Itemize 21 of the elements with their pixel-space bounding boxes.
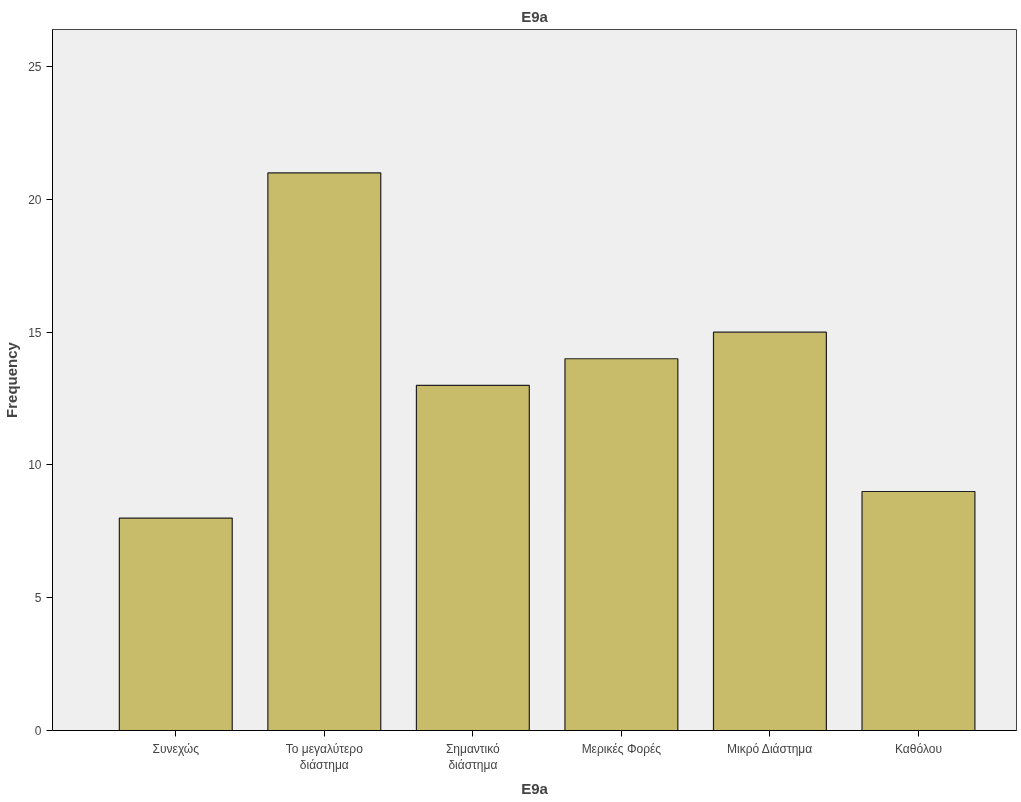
x-tick-label: Σημαντικό διάστημα xyxy=(445,741,501,773)
x-tick-label: Συνεχώς xyxy=(152,741,200,756)
y-tick-label: 25 xyxy=(28,60,42,75)
bar xyxy=(267,172,382,731)
chart-title: E9a xyxy=(521,7,549,25)
bar xyxy=(861,490,976,731)
y-tick-label: 10 xyxy=(28,458,42,473)
y-tick-label: 0 xyxy=(34,724,42,738)
bar xyxy=(118,517,233,731)
bar xyxy=(564,358,679,731)
x-tick-label: Μερικές Φορές xyxy=(581,741,662,756)
bar xyxy=(712,331,827,731)
x-tick-label: Το μεγαλύτερο διάστημα xyxy=(285,741,364,773)
y-tick-label: 5 xyxy=(34,591,42,606)
y-axis-title: Frequency xyxy=(3,341,21,418)
x-tick-label: Καθόλου xyxy=(894,741,942,756)
x-tick-label: Μικρό Διάστημα xyxy=(727,741,813,756)
bar xyxy=(415,384,530,731)
x-axis-title: E9a xyxy=(521,780,549,798)
y-tick-label: 15 xyxy=(28,325,42,340)
y-tick-label: 20 xyxy=(28,192,42,207)
